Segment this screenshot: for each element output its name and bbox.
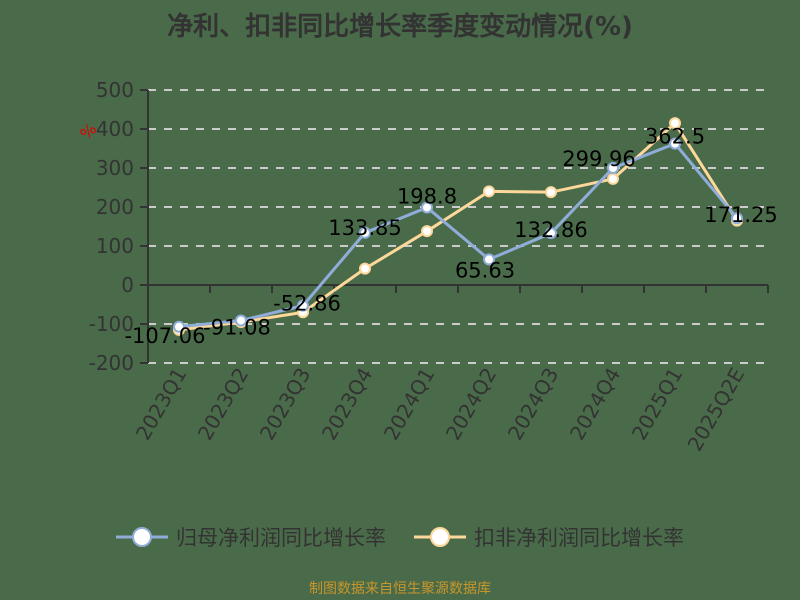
chart-title: 净利、扣非同比增长率季度变动情况(%) xyxy=(167,12,633,42)
data-label: -91.08 xyxy=(203,316,271,340)
data-point[interactable] xyxy=(669,117,681,130)
data-point[interactable] xyxy=(235,314,247,327)
data-point[interactable] xyxy=(731,212,743,225)
y-tick-label: 0 xyxy=(121,273,134,297)
legend-marker-blue-icon xyxy=(116,527,168,547)
x-tick-label: 2024Q1 xyxy=(379,364,439,445)
x-tick-label: 2023Q1 xyxy=(131,364,191,445)
data-point[interactable] xyxy=(421,225,433,238)
x-tick-label: 2024Q2 xyxy=(441,364,501,445)
y-tick-label: 200 xyxy=(96,195,134,219)
data-label: 299.96 xyxy=(562,147,635,171)
legend-label: 归母净利润同比增长率 xyxy=(176,526,386,550)
x-tick-label: 2023Q3 xyxy=(255,364,315,445)
x-tick-label: 2023Q4 xyxy=(317,364,377,445)
x-tick-label: 2025Q2E xyxy=(683,364,750,456)
y-tick-label: -100 xyxy=(89,312,134,336)
x-tick-label: 2025Q1 xyxy=(627,364,687,445)
data-point[interactable] xyxy=(607,172,619,185)
x-tick-label: 2023Q2 xyxy=(193,364,253,445)
data-point[interactable] xyxy=(173,320,185,333)
legend-label: 扣非净利润同比增长率 xyxy=(474,526,684,550)
x-tick-label: 2024Q4 xyxy=(565,364,625,445)
source-footer: 制图数据来自恒生聚源数据库 xyxy=(309,581,491,597)
legend-item-deducted-net-profit[interactable]: 扣非净利润同比增长率 xyxy=(414,522,684,552)
data-label: 198.8 xyxy=(397,184,457,208)
data-point[interactable] xyxy=(669,137,681,150)
series-line xyxy=(178,141,739,329)
y-tick-label: 400 xyxy=(96,117,134,141)
data-point[interactable] xyxy=(297,299,309,312)
data-point[interactable] xyxy=(359,262,371,275)
data-point[interactable] xyxy=(483,253,495,266)
data-point[interactable] xyxy=(607,162,619,175)
y-tick-label: -200 xyxy=(89,351,134,375)
data-point[interactable] xyxy=(359,226,371,239)
data-point[interactable] xyxy=(545,227,557,240)
legend-item-parent-net-profit[interactable]: 归母净利润同比增长率 xyxy=(116,522,386,552)
data-point[interactable] xyxy=(483,185,495,198)
data-point[interactable] xyxy=(545,186,557,199)
y-tick-label: 300 xyxy=(96,156,134,180)
data-label: 65.63 xyxy=(455,258,515,282)
data-label: 132.86 xyxy=(514,218,587,242)
x-tick-label: 2024Q3 xyxy=(503,364,563,445)
series-line xyxy=(178,120,739,332)
data-label: -107.06 xyxy=(124,324,205,348)
y-tick-label: 100 xyxy=(96,234,134,258)
data-label: -52.86 xyxy=(273,292,341,316)
legend-marker-yellow-icon xyxy=(414,527,466,547)
legend: 归母净利润同比增长率 扣非净利润同比增长率 xyxy=(0,522,800,552)
data-label: 133.85 xyxy=(328,216,401,240)
data-label: 362.5 xyxy=(645,125,705,149)
data-label: 171.25 xyxy=(704,203,777,227)
y-tick-label: 500 xyxy=(96,78,134,102)
data-point[interactable] xyxy=(421,201,433,214)
